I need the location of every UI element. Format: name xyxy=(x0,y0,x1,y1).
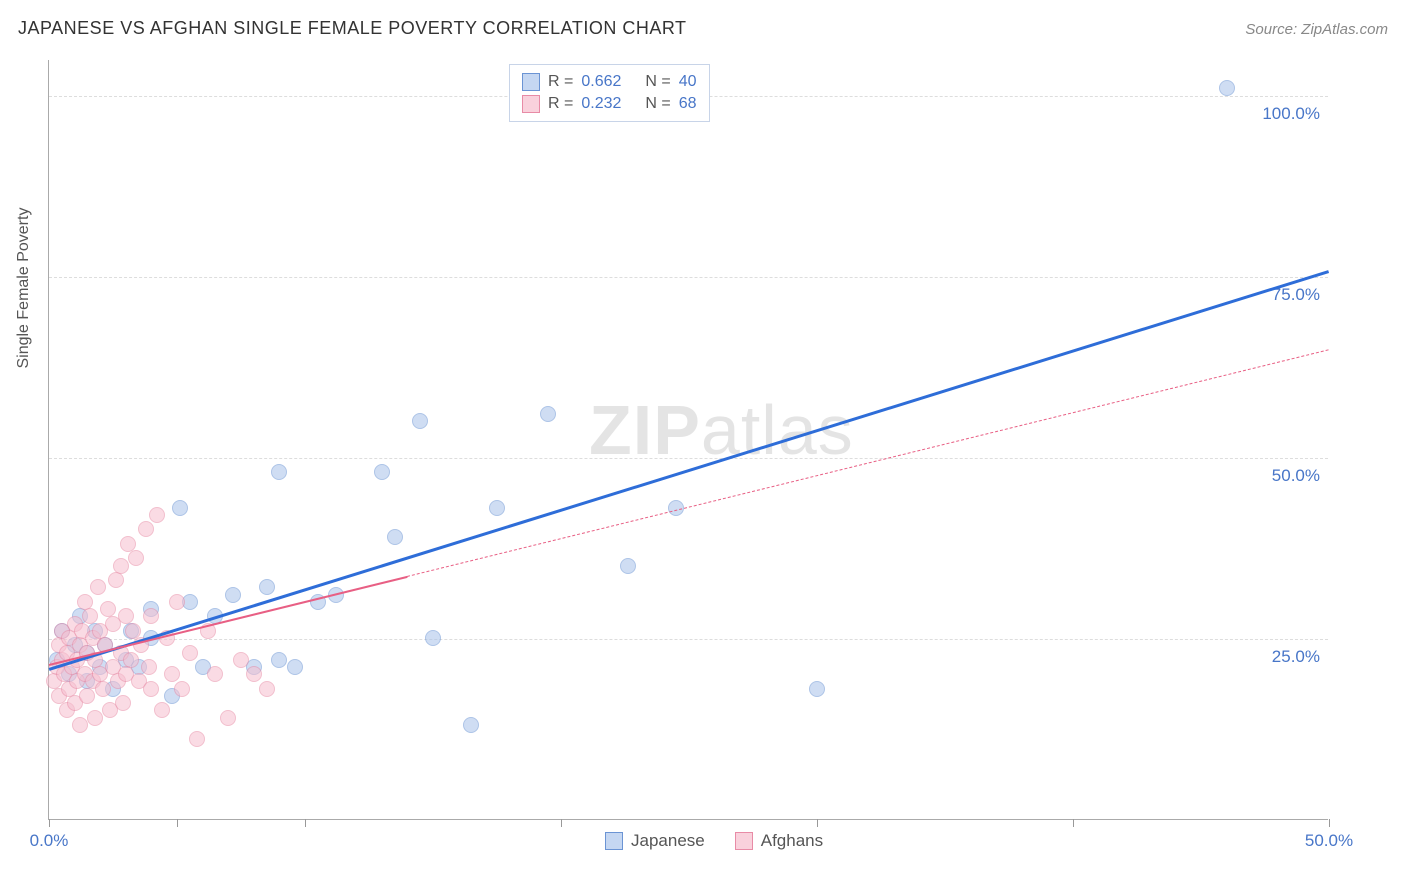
series-name: Afghans xyxy=(761,831,823,851)
series-legend-item: Afghans xyxy=(735,831,823,851)
trend-line xyxy=(407,350,1329,578)
x-tick xyxy=(817,819,818,827)
grid-line xyxy=(49,458,1328,459)
y-tick-label: 25.0% xyxy=(1272,647,1320,667)
chart-title: JAPANESE VS AFGHAN SINGLE FEMALE POVERTY… xyxy=(18,18,687,39)
x-tick-label: 50.0% xyxy=(1305,831,1353,851)
chart-source: Source: ZipAtlas.com xyxy=(1245,21,1388,38)
data-point xyxy=(220,710,236,726)
legend-n-value: 68 xyxy=(679,95,697,113)
data-point xyxy=(141,659,157,675)
plot-area: ZIPatlas 25.0%50.0%75.0%100.0%0.0%50.0%R… xyxy=(48,60,1328,820)
series-legend-item: Japanese xyxy=(605,831,705,851)
data-point xyxy=(113,558,129,574)
data-point xyxy=(90,579,106,595)
legend-r-value: 0.662 xyxy=(581,73,621,91)
data-point xyxy=(1219,80,1235,96)
legend-n-label: N = xyxy=(645,95,670,113)
legend-r-label: R = xyxy=(548,95,573,113)
legend-swatch xyxy=(522,95,540,113)
x-tick xyxy=(177,819,178,827)
correlation-legend: R = 0.662 N = 40 R = 0.232 N = 68 xyxy=(509,64,710,122)
y-tick-label: 100.0% xyxy=(1262,104,1320,124)
data-point xyxy=(463,717,479,733)
data-point xyxy=(115,695,131,711)
data-point xyxy=(259,579,275,595)
data-point xyxy=(809,681,825,697)
data-point xyxy=(374,464,390,480)
legend-row: R = 0.232 N = 68 xyxy=(522,93,697,115)
data-point xyxy=(489,500,505,516)
x-tick xyxy=(1073,819,1074,827)
data-point xyxy=(189,731,205,747)
data-point xyxy=(108,572,124,588)
data-point xyxy=(128,550,144,566)
legend-swatch xyxy=(735,832,753,850)
data-point xyxy=(425,630,441,646)
legend-swatch xyxy=(605,832,623,850)
data-point xyxy=(271,464,287,480)
data-point xyxy=(164,666,180,682)
data-point xyxy=(233,652,249,668)
x-tick xyxy=(561,819,562,827)
data-point xyxy=(138,521,154,537)
data-point xyxy=(174,681,190,697)
data-point xyxy=(149,507,165,523)
legend-r-value: 0.232 xyxy=(581,95,621,113)
y-tick-label: 50.0% xyxy=(1272,466,1320,486)
data-point xyxy=(182,645,198,661)
legend-n-value: 40 xyxy=(679,73,697,91)
data-point xyxy=(412,413,428,429)
y-axis-label: Single Female Poverty xyxy=(15,208,33,369)
data-point xyxy=(79,688,95,704)
data-point xyxy=(207,666,223,682)
data-point xyxy=(169,594,185,610)
data-point xyxy=(387,529,403,545)
grid-line xyxy=(49,277,1328,278)
data-point xyxy=(95,681,111,697)
data-point xyxy=(143,681,159,697)
series-name: Japanese xyxy=(631,831,705,851)
data-point xyxy=(246,666,262,682)
data-point xyxy=(82,608,98,624)
source-label: Source: xyxy=(1245,21,1297,38)
source-name: ZipAtlas.com xyxy=(1301,21,1388,38)
legend-r-label: R = xyxy=(548,73,573,91)
data-point xyxy=(154,702,170,718)
data-point xyxy=(259,681,275,697)
data-point xyxy=(271,652,287,668)
legend-n-label: N = xyxy=(645,73,670,91)
chart-header: JAPANESE VS AFGHAN SINGLE FEMALE POVERTY… xyxy=(18,18,1388,39)
x-tick-label: 0.0% xyxy=(30,831,69,851)
legend-swatch xyxy=(522,73,540,91)
data-point xyxy=(123,652,139,668)
data-point xyxy=(87,710,103,726)
data-point xyxy=(143,608,159,624)
data-point xyxy=(172,500,188,516)
data-point xyxy=(620,558,636,574)
data-point xyxy=(540,406,556,422)
series-legend: Japanese Afghans xyxy=(605,831,823,851)
x-tick xyxy=(49,819,50,827)
data-point xyxy=(72,717,88,733)
x-tick xyxy=(1329,819,1330,827)
legend-row: R = 0.662 N = 40 xyxy=(522,71,697,93)
grid-line xyxy=(49,639,1328,640)
trend-line xyxy=(49,270,1330,670)
data-point xyxy=(287,659,303,675)
y-tick-label: 75.0% xyxy=(1272,285,1320,305)
data-point xyxy=(225,587,241,603)
x-tick xyxy=(305,819,306,827)
